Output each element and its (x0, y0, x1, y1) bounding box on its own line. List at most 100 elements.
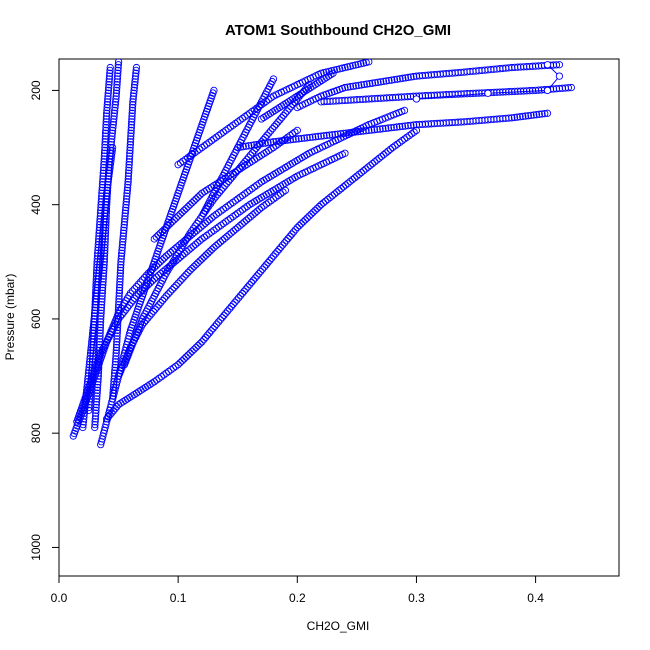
data-point (267, 254, 276, 262)
data-point (260, 202, 268, 210)
data-point (299, 218, 307, 226)
data-point (105, 78, 113, 86)
data-point (242, 142, 250, 150)
data-point (107, 158, 115, 166)
data-point (108, 395, 117, 403)
data-point (176, 359, 184, 367)
data-point (293, 126, 301, 135)
data-point (101, 209, 109, 217)
data-series (257, 69, 337, 123)
data-point (333, 65, 341, 74)
data-point (229, 121, 237, 129)
data-point (101, 138, 109, 146)
data-point (275, 245, 283, 254)
data-point (185, 246, 193, 254)
data-point (205, 329, 213, 337)
data-point (396, 138, 404, 147)
data-point (93, 289, 101, 297)
data-point (184, 268, 192, 277)
data-point (111, 106, 119, 115)
data-point (128, 287, 137, 295)
data-point (269, 75, 278, 83)
data-point (132, 69, 140, 77)
data-point (128, 115, 136, 123)
x-tick-label: 0.1 (170, 591, 187, 605)
data-point (224, 216, 232, 224)
data-point (170, 216, 178, 224)
data-point (132, 66, 140, 75)
data-point (100, 221, 108, 229)
data-point (108, 146, 116, 155)
data-point (188, 347, 196, 355)
data-point (251, 274, 259, 282)
data-point (117, 252, 126, 260)
data-point (215, 131, 223, 140)
data-point (166, 220, 174, 228)
data-point (182, 353, 190, 361)
data-point (110, 380, 118, 389)
data-point (368, 159, 377, 168)
x-tick-label: 0.0 (51, 591, 68, 605)
data-point (374, 78, 382, 86)
data-point (223, 232, 231, 241)
data-point (385, 76, 393, 85)
data-point (103, 186, 111, 195)
data-point (269, 138, 278, 146)
data-point (174, 161, 182, 169)
data-point (188, 199, 196, 207)
data-point (108, 143, 117, 152)
data-point (180, 206, 188, 215)
data-point (267, 197, 275, 205)
data-point (196, 237, 204, 245)
data-point (112, 92, 120, 100)
data-point (111, 98, 120, 106)
data-point (157, 372, 166, 381)
data-point (382, 149, 390, 157)
data-point (226, 200, 235, 208)
data-point (212, 133, 220, 141)
data-point (124, 175, 132, 183)
data-point (153, 303, 161, 311)
data-point (102, 192, 111, 200)
data-point (91, 423, 99, 432)
data-point (363, 80, 371, 88)
data-point (111, 103, 119, 112)
data-point (317, 132, 325, 140)
data-point (370, 126, 379, 134)
data-point (207, 137, 216, 145)
data-point (401, 74, 410, 82)
y-tick-label: 1000 (29, 534, 43, 561)
data-point (238, 206, 247, 214)
data-point (342, 129, 351, 137)
data-point (114, 306, 123, 315)
data-point (276, 138, 285, 147)
x-tick-label: 0.4 (527, 591, 544, 605)
data-point (516, 113, 524, 121)
data-point (205, 230, 213, 238)
data-point (184, 154, 192, 162)
data-point (182, 271, 190, 279)
data-point (393, 123, 401, 131)
data-point (234, 118, 242, 126)
data-point (396, 75, 404, 83)
data-point (83, 380, 91, 389)
data-point (166, 248, 175, 257)
data-point (215, 223, 223, 231)
data-point (103, 103, 111, 112)
data-point (281, 186, 290, 195)
data-point (214, 318, 223, 326)
data-point (241, 204, 249, 212)
data-point (110, 115, 118, 123)
data-point (110, 109, 119, 117)
data-point (101, 132, 110, 140)
data-point (210, 86, 218, 95)
data-point (129, 92, 138, 100)
data-point (100, 215, 108, 223)
data-point (196, 257, 204, 265)
data-point (203, 231, 211, 240)
data-point (229, 198, 237, 207)
data-point (91, 418, 99, 426)
data-point (158, 296, 167, 305)
data-point (249, 211, 257, 219)
data-point (218, 313, 226, 322)
